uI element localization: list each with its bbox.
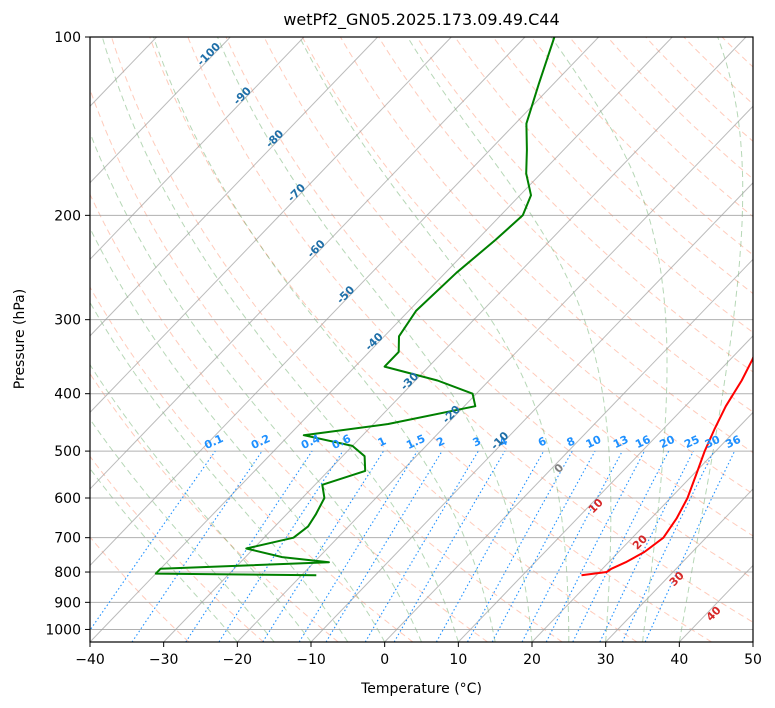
x-tick-label: −30: [149, 652, 179, 668]
y-tick-label: 1000: [45, 622, 81, 638]
moist-adiabat-line: [101, 37, 459, 642]
y-tick-label: 100: [54, 30, 81, 46]
isotherm-line: [90, 37, 600, 567]
moist-adiabat-line: [217, 37, 533, 642]
axes: −40 −30 −20 −10 0 10 20 30 40 50 100 200 300 400 500 60…: [45, 30, 762, 668]
x-tick-label: −20: [223, 652, 253, 668]
dry-adiabat-line: [187, 37, 753, 623]
isotherm-line: [457, 335, 753, 642]
isotherm-line: [90, 37, 231, 184]
chart-title: wetPf2_GN05.2025.173.09.49.C44: [283, 10, 559, 30]
isotherm-line: [90, 37, 526, 490]
y-axis-label: Pressure (hPa): [12, 289, 28, 389]
isotherm-line: [236, 105, 753, 642]
isotherm-line: [310, 182, 753, 642]
mixing-ratio-label: 30: [703, 433, 723, 451]
moist-adiabat-line: [299, 37, 570, 642]
dry-adiabat-line: [454, 37, 753, 334]
x-tick-label: 10: [449, 652, 467, 668]
mixing-ratio-label: 20: [658, 433, 678, 451]
isotherm-line: [90, 37, 305, 261]
mixing-ratio-line: [298, 450, 418, 642]
isotherm-line: [90, 37, 379, 337]
moist-adiabat-line: [90, 467, 238, 642]
dry-adiabat-line: [149, 37, 712, 642]
x-tick-label: 20: [523, 652, 541, 668]
y-tick-label: 900: [54, 595, 81, 611]
y-tick-label: 300: [54, 313, 81, 329]
dry-adiabat-line: [111, 37, 638, 642]
x-axis-label: Temperature (°C): [360, 681, 482, 697]
moist-adiabat-line: [90, 301, 349, 642]
dry-adiabat-line: [90, 193, 488, 642]
dry-adiabat-line: [90, 88, 563, 642]
plot-frame: [89, 36, 754, 643]
moist-adiabat-line: [153, 37, 496, 642]
moist-adiabat-line: [550, 37, 668, 642]
mixing-ratio-line: [491, 450, 596, 642]
mixing-ratio-label: 36: [723, 433, 743, 451]
mixing-ratio-line: [435, 450, 545, 642]
dry-adiabat-line: [90, 372, 339, 642]
isotherm-line: [90, 37, 673, 642]
mixing-ratio-label: 16: [633, 433, 653, 451]
mixing-ratio-label: 13: [611, 433, 630, 451]
moist-adiabat-line: [678, 37, 744, 642]
mixing-ratio-line: [325, 450, 443, 642]
dry-adiabat-line: [90, 455, 264, 642]
y-tick-label: 400: [54, 387, 81, 403]
isotherm-line: [384, 258, 753, 642]
dry-adiabat-line: [492, 37, 753, 295]
y-tick-label: 800: [54, 565, 81, 581]
isotherm-line: [605, 488, 753, 642]
x-tick-label: 40: [670, 652, 688, 668]
isotherm-line: [90, 37, 452, 414]
x-tick-label: 50: [744, 652, 762, 668]
y-tick-label: 600: [54, 491, 81, 507]
dewpoint-profile-line: [154, 37, 556, 577]
mixing-ratio-line: [572, 450, 670, 642]
y-tick-label: 200: [54, 208, 81, 224]
mixing-ratio-line: [599, 450, 694, 642]
y-tick-label: 500: [54, 444, 81, 460]
x-tick-label: −40: [75, 652, 105, 668]
isotherm-line: [163, 37, 747, 642]
x-tick-label: −10: [296, 652, 326, 668]
y-tick-label: 700: [54, 531, 81, 547]
x-tick-label: 30: [597, 652, 615, 668]
isotherm-line: [531, 411, 753, 642]
mixing-ratio-line: [467, 450, 573, 642]
plot-area: [90, 37, 753, 642]
moist-adiabat-line: [90, 418, 275, 642]
mixing-ratio-line: [90, 450, 216, 632]
mixing-ratio-line: [185, 450, 313, 642]
temperature-profile-line: [581, 355, 753, 577]
mixing-ratio-label: 25: [682, 433, 701, 451]
mixing-ratio-label: 10: [584, 433, 604, 451]
moist-adiabat-line: [90, 226, 386, 642]
dry-adiabat-line: [416, 37, 753, 373]
moist-adiabat-line: [407, 37, 612, 642]
mixing-ratio-line: [131, 450, 263, 642]
x-tick-label: 0: [380, 652, 389, 668]
